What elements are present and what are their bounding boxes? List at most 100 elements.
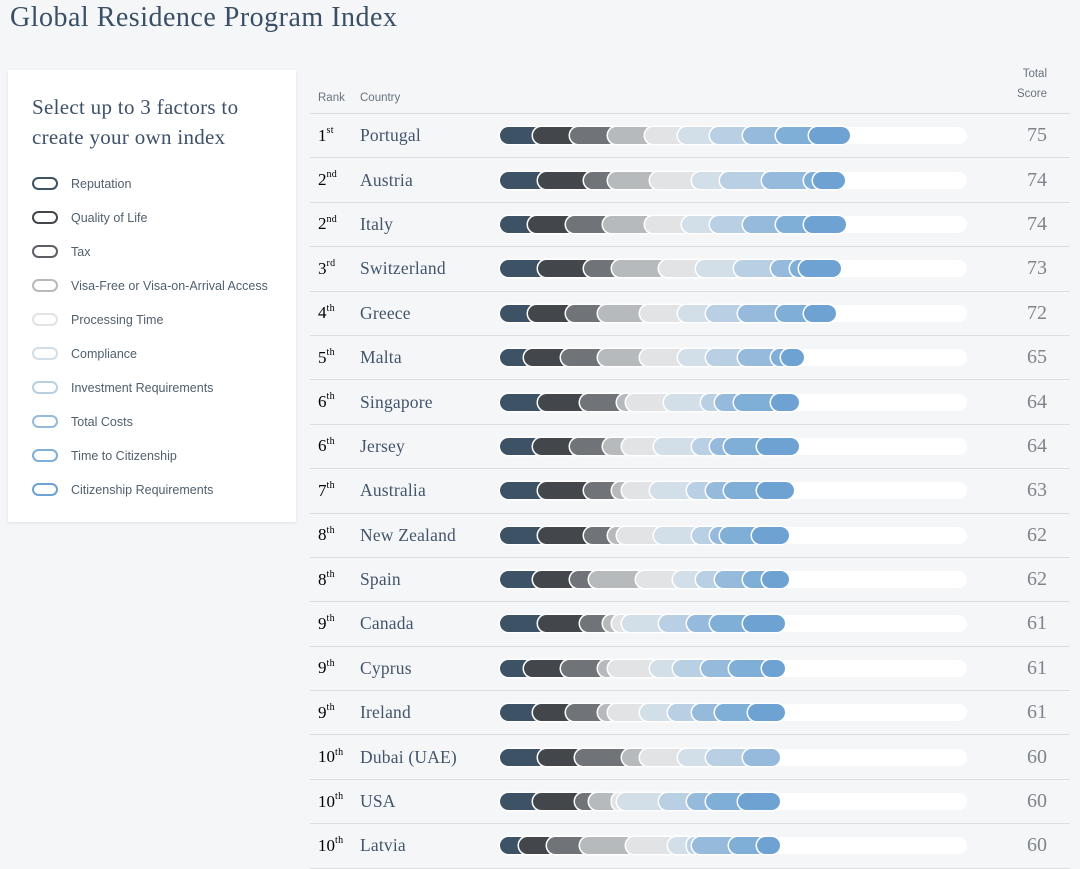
factor-toggle-reputation[interactable]: Reputation	[32, 177, 272, 191]
factor-score-segment	[575, 748, 631, 766]
factor-toggle-citizenship-requirements[interactable]: Citizenship Requirements	[32, 483, 272, 497]
factor-score-segment	[607, 704, 650, 722]
factor-score-segment	[533, 793, 585, 811]
factor-score-segment	[743, 127, 785, 145]
country-cell: Italy	[360, 213, 394, 234]
table-row: 5th Malta 65	[310, 336, 1070, 381]
factor-score-segment	[649, 171, 701, 189]
factor-toggle-checkbox[interactable]	[32, 415, 58, 429]
total-score-value: 74	[1027, 212, 1047, 235]
total-score-value: 72	[1027, 301, 1047, 324]
factor-score-segment	[719, 526, 762, 544]
factor-score-segment	[640, 748, 687, 766]
factor-score-segment	[500, 260, 547, 278]
factor-label: Investment Requirements	[71, 380, 214, 395]
factor-toggle-checkbox[interactable]	[32, 347, 58, 361]
factor-selector-panel: Select up to 3 factors to create your ow…	[8, 70, 296, 522]
factor-score-segment	[500, 526, 547, 544]
bar-cell	[500, 171, 967, 189]
factor-score-segment	[500, 127, 543, 145]
factor-toggle-total-costs[interactable]: Total Costs	[32, 415, 272, 429]
country-cell: USA	[360, 791, 396, 812]
index-table: Rank Country Total Score 1st Portugal 75…	[310, 60, 1070, 869]
factor-toggle-processing-time[interactable]: Processing Time	[32, 313, 272, 327]
factor-score-segment	[691, 837, 739, 855]
factor-score-segment	[677, 748, 715, 766]
score-bar-track	[500, 526, 967, 544]
rank-cell: 5th	[318, 346, 335, 367]
factor-score-segment	[500, 393, 547, 411]
factor-label: Compliance	[71, 346, 138, 361]
factor-score-segment	[598, 349, 650, 367]
factor-score-segment	[500, 748, 547, 766]
factor-score-segment	[500, 615, 547, 633]
factor-score-segment	[757, 437, 799, 455]
factor-toggle-checkbox[interactable]	[32, 245, 58, 259]
bar-cell	[500, 704, 967, 722]
factor-score-segment	[705, 748, 753, 766]
bar-cell	[500, 571, 967, 589]
factor-toggle-compliance[interactable]: Compliance	[32, 347, 272, 361]
country-cell: Portugal	[360, 125, 421, 146]
factor-toggle-tax[interactable]: Tax	[32, 245, 272, 259]
factor-score-segment	[607, 171, 659, 189]
factor-score-segment	[528, 304, 575, 322]
rank-cell: 7th	[318, 480, 335, 500]
rank-cell: 6th	[318, 435, 335, 456]
factor-score-segment	[635, 571, 683, 589]
factor-score-segment	[649, 482, 697, 500]
factor-score-segment	[771, 393, 799, 411]
factor-toggle-checkbox[interactable]	[32, 483, 58, 497]
country-cell: Malta	[360, 347, 402, 368]
score-bar-track	[500, 437, 967, 455]
score-bar-track	[500, 349, 967, 367]
factor-score-segment	[696, 260, 743, 278]
table-row: 4th Greece 72	[310, 292, 1070, 336]
factor-panel-heading: Select up to 3 factors to create your ow…	[32, 95, 239, 150]
bar-cell	[500, 393, 967, 411]
factor-score-segment	[500, 171, 547, 189]
factor-score-segment	[612, 260, 669, 278]
factor-toggle-checkbox[interactable]	[32, 279, 58, 293]
bar-cell	[500, 748, 967, 766]
factor-score-segment	[500, 437, 543, 455]
rank-cell: 2nd	[318, 169, 338, 190]
factor-toggle-checkbox[interactable]	[32, 177, 58, 191]
factor-score-segment	[654, 526, 701, 544]
factor-toggle-visa-free-or-visa-on-arrival-access[interactable]: Visa-Free or Visa-on-Arrival Access	[32, 279, 272, 293]
factor-score-segment	[640, 304, 687, 322]
rank-cell: 8th	[318, 524, 335, 545]
factor-score-segment	[677, 304, 715, 322]
factor-score-segment	[621, 482, 659, 500]
factor-score-segment	[500, 215, 538, 233]
factor-score-segment	[537, 171, 594, 189]
factor-score-segment	[654, 437, 701, 455]
factor-toggle-checkbox[interactable]	[32, 381, 58, 395]
factor-toggle-checkbox[interactable]	[32, 211, 58, 225]
table-row: 6th Jersey 64	[310, 425, 1070, 470]
country-cell: Canada	[360, 613, 414, 634]
total-score-value: 62	[1027, 523, 1047, 546]
table-row: 8th Spain 62	[310, 558, 1070, 603]
rank-cell: 9th	[318, 702, 335, 722]
total-score-value: 60	[1027, 790, 1047, 813]
bar-cell	[500, 127, 967, 145]
factor-toggle-time-to-citizenship[interactable]: Time to Citizenship	[32, 449, 272, 463]
total-score-value: 75	[1027, 124, 1047, 147]
factor-score-segment	[640, 349, 687, 367]
factor-score-segment	[757, 482, 795, 500]
total-score-value: 63	[1027, 479, 1047, 502]
factor-score-segment	[663, 393, 711, 411]
factor-toggle-checkbox[interactable]	[32, 449, 58, 463]
factor-score-segment	[677, 127, 720, 145]
rank-cell: 4th	[318, 302, 335, 323]
factor-score-segment	[757, 837, 781, 855]
factor-toggle-investment-requirements[interactable]: Investment Requirements	[32, 381, 272, 395]
total-score-value: 60	[1027, 745, 1047, 768]
factor-score-segment	[775, 304, 813, 322]
factor-toggle-checkbox[interactable]	[32, 313, 58, 327]
factor-score-segment	[761, 571, 790, 589]
factor-score-segment	[533, 437, 580, 455]
factor-toggle-quality-of-life[interactable]: Quality of Life	[32, 211, 272, 225]
factor-score-segment	[523, 659, 571, 677]
